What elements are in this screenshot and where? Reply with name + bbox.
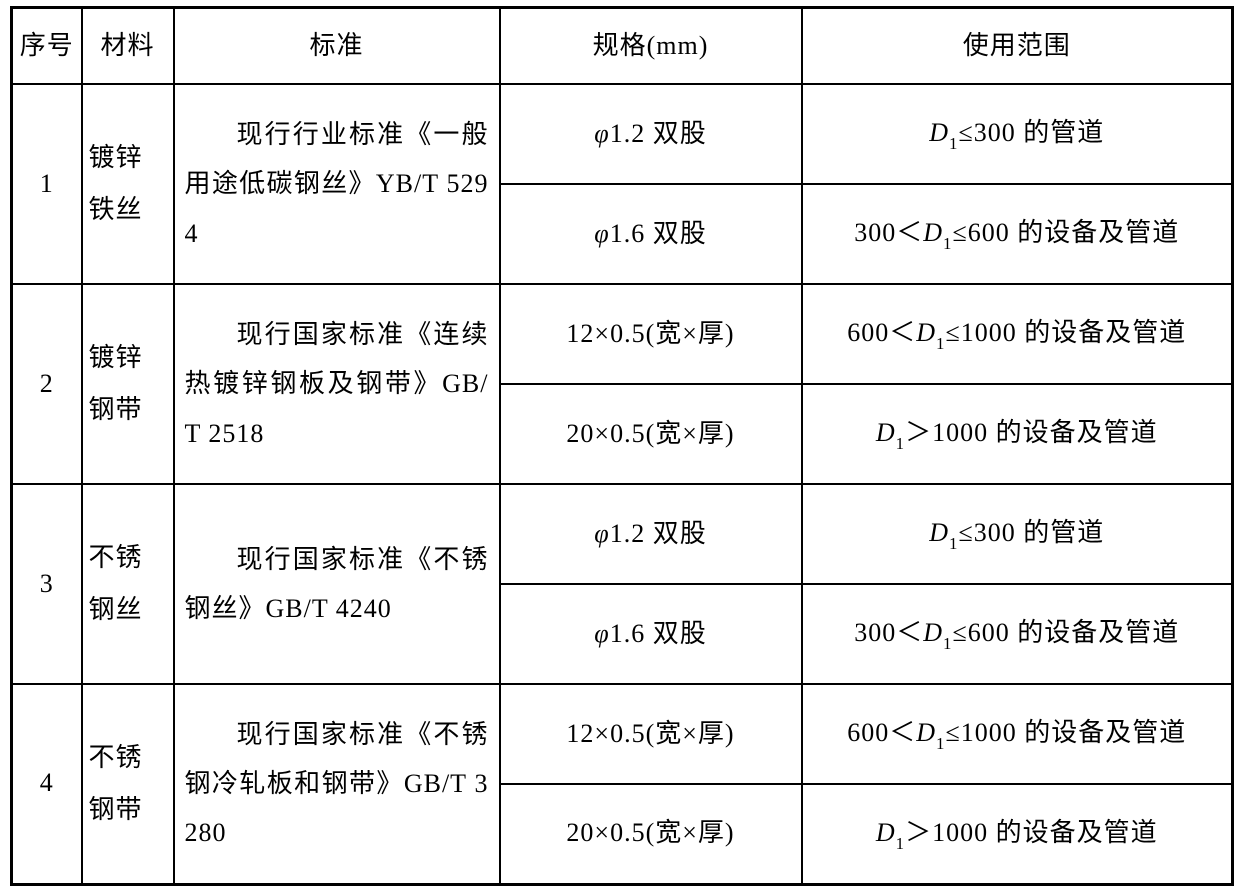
col-material: 材料 [82,8,174,85]
standard-cell: 现行行业标准《一般用途低碳钢丝》YB/T 5294 [174,84,500,284]
seq-cell: 1 [12,84,82,284]
spec-cell: 12×0.5(宽×厚) [500,684,802,784]
header-row: 序号 材料 标准 规格(mm) 使用范围 [12,8,1233,85]
materials-table: 序号 材料 标准 规格(mm) 使用范围 1镀锌铁丝现行行业标准《一般用途低碳钢… [10,6,1234,886]
standard-cell: 现行国家标准《不锈钢丝》GB/T 4240 [174,484,500,684]
spec-cell: φ1.6 双股 [500,584,802,684]
material-cell: 镀锌钢带 [82,284,174,484]
usage-cell: 300＜D1≤600 的设备及管道 [802,584,1233,684]
table-row: 1镀锌铁丝现行行业标准《一般用途低碳钢丝》YB/T 5294φ1.2 双股D1≤… [12,84,1233,184]
col-usage: 使用范围 [802,8,1233,85]
col-spec: 规格(mm) [500,8,802,85]
table-row: 4不锈钢带现行国家标准《不锈钢冷轧板和钢带》GB/T 328012×0.5(宽×… [12,684,1233,784]
usage-cell: D1≤300 的管道 [802,484,1233,584]
table-row: 3不锈钢丝现行国家标准《不锈钢丝》GB/T 4240φ1.2 双股D1≤300 … [12,484,1233,584]
usage-cell: 600＜D1≤1000 的设备及管道 [802,284,1233,384]
standard-cell: 现行国家标准《不锈钢冷轧板和钢带》GB/T 3280 [174,684,500,884]
spec-cell: 20×0.5(宽×厚) [500,384,802,484]
table-body: 1镀锌铁丝现行行业标准《一般用途低碳钢丝》YB/T 5294φ1.2 双股D1≤… [12,84,1233,884]
usage-cell: D1≤300 的管道 [802,84,1233,184]
usage-cell: 300＜D1≤600 的设备及管道 [802,184,1233,284]
col-seq: 序号 [12,8,82,85]
material-cell: 镀锌铁丝 [82,84,174,284]
spec-cell: φ1.2 双股 [500,84,802,184]
spec-cell: 12×0.5(宽×厚) [500,284,802,384]
material-cell: 不锈钢带 [82,684,174,884]
usage-cell: 600＜D1≤1000 的设备及管道 [802,684,1233,784]
spec-cell: 20×0.5(宽×厚) [500,784,802,884]
spec-cell: φ1.6 双股 [500,184,802,284]
table-row: 2镀锌钢带现行国家标准《连续热镀锌钢板及钢带》GB/T 251812×0.5(宽… [12,284,1233,384]
usage-cell: D1＞1000 的设备及管道 [802,384,1233,484]
standard-cell: 现行国家标准《连续热镀锌钢板及钢带》GB/T 2518 [174,284,500,484]
material-cell: 不锈钢丝 [82,484,174,684]
usage-cell: D1＞1000 的设备及管道 [802,784,1233,884]
seq-cell: 4 [12,684,82,884]
spec-cell: φ1.2 双股 [500,484,802,584]
col-standard: 标准 [174,8,500,85]
seq-cell: 2 [12,284,82,484]
seq-cell: 3 [12,484,82,684]
